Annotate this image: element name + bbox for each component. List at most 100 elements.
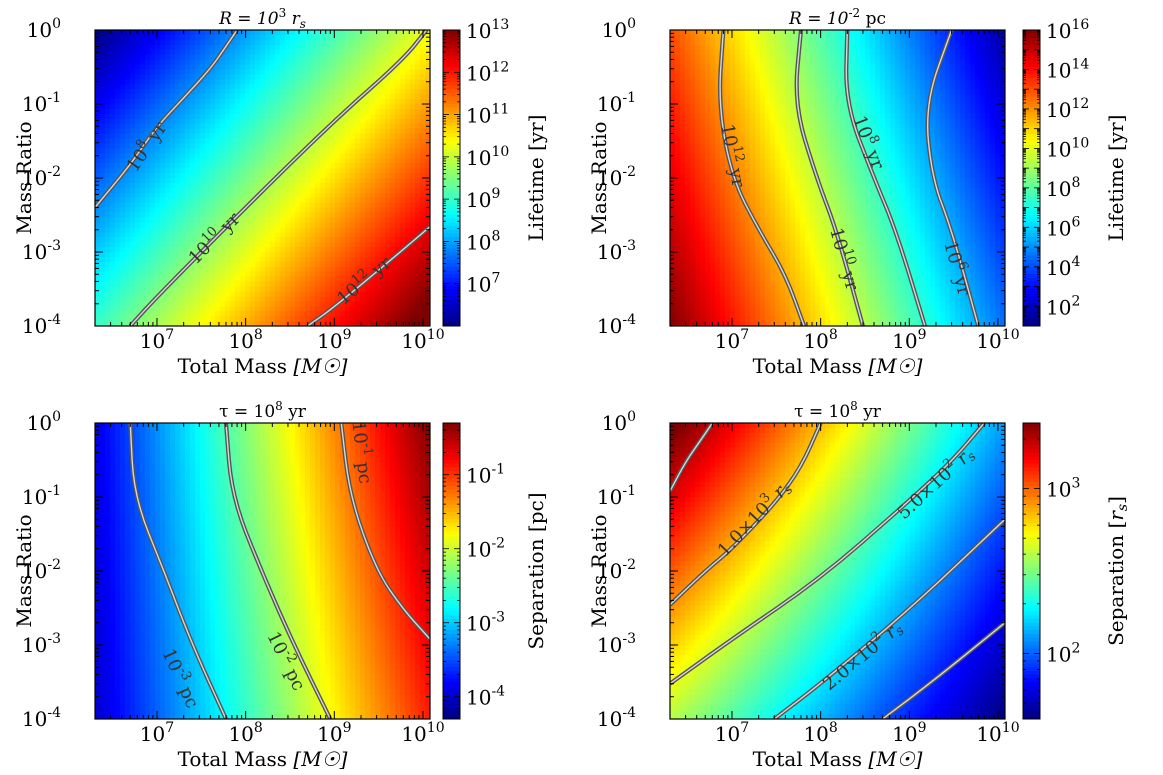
colorbar-tick-label: 102	[1046, 640, 1080, 666]
y-tick-label: 100	[602, 16, 636, 42]
chart-title: R = 103 rs	[218, 6, 306, 31]
contour-line-inner	[845, 30, 926, 326]
colorbar-tick-label: 10-4	[466, 684, 505, 710]
x-tick-label: 1010	[401, 720, 444, 746]
x-axis-label: Total Mass [M☉]	[178, 747, 348, 771]
colorbar-label: Lifetime [yr]	[1104, 115, 1128, 242]
heatmap-field	[670, 423, 1006, 720]
x-tick-label: 107	[715, 327, 749, 353]
x-tick-label: 108	[228, 720, 262, 746]
contour-lines	[718, 30, 981, 326]
axis-ticks	[669, 422, 1005, 720]
colorbar-tick-label: 106	[1046, 214, 1080, 240]
colorbar-tick-label: 103	[1046, 476, 1080, 502]
heatmap-field	[95, 30, 431, 327]
colorbar	[1022, 29, 1041, 327]
x-tick-label: 1010	[976, 720, 1019, 746]
contour-line-inner	[340, 423, 430, 640]
y-tick-label: 10-1	[22, 90, 61, 116]
contour-line-inner	[795, 30, 864, 326]
y-axis-label: Mass Ratio	[587, 121, 611, 234]
contour-line-inner	[670, 423, 985, 685]
colorbar-label: Separation [rs]	[1104, 496, 1131, 646]
contour-lines	[95, 30, 430, 326]
x-tick-label: 109	[317, 327, 351, 353]
colorbar-tick-label: 104	[1046, 254, 1080, 280]
colorbar	[1022, 422, 1041, 720]
colorbar-tick-label: 1012	[1046, 96, 1089, 122]
contour-label: 10-1 pc	[347, 419, 379, 484]
x-axis-label: Total Mass [M☉]	[753, 747, 923, 771]
colorbar-tick-label: 10-1	[466, 462, 505, 488]
axis-ticks	[94, 422, 430, 720]
y-tick-label: 10-3	[22, 238, 61, 264]
x-tick-label: 1010	[976, 327, 1019, 353]
y-tick-label: 10-4	[22, 705, 61, 731]
y-tick-label: 100	[27, 409, 61, 435]
x-tick-label: 108	[803, 720, 837, 746]
contour-label: 10-2 pc	[262, 627, 312, 694]
colorbar-label: Lifetime [yr]	[524, 115, 548, 242]
colorbar-tick-label: 1013	[466, 17, 509, 43]
colorbar-tick-label: 109	[466, 186, 500, 212]
y-axis-label: Mass Ratio	[587, 514, 611, 627]
y-tick-label: 100	[27, 16, 61, 42]
chart-title: R = 10-2 pc	[788, 6, 886, 29]
x-tick-label: 107	[715, 720, 749, 746]
contour-line-inner	[225, 423, 331, 719]
colorbar-tick-label: 1010	[466, 144, 509, 170]
contour-label: 1012 yr	[716, 122, 752, 190]
axis-ticks	[669, 29, 1005, 327]
colorbar-tick-label: 108	[1046, 175, 1080, 201]
y-tick-label: 10-3	[597, 238, 636, 264]
y-tick-label: 10-2	[597, 557, 636, 583]
x-tick-label: 108	[803, 327, 837, 353]
colorbar-tick-label: 1016	[1046, 17, 1089, 43]
contour-line-inner	[773, 518, 1005, 719]
colorbar-tick-label: 10-3	[466, 610, 505, 636]
colorbar-tick-label: 1014	[1046, 56, 1089, 82]
contour-lines	[128, 423, 430, 719]
y-tick-label: 100	[602, 409, 636, 435]
contour-line-inner	[670, 423, 713, 492]
x-tick-label: 109	[317, 720, 351, 746]
contour-line-inner	[129, 423, 227, 719]
y-tick-label: 10-1	[597, 90, 636, 116]
colorbar-tick-label: 10-2	[466, 536, 505, 562]
y-tick-label: 10-2	[22, 557, 61, 583]
colorbar-tick-label: 108	[466, 228, 500, 254]
x-tick-label: 107	[140, 327, 174, 353]
contour-lines	[670, 423, 1005, 719]
y-tick-label: 10-2	[22, 164, 61, 190]
contour-line-inner	[670, 423, 822, 606]
contour-line-inner	[926, 30, 979, 326]
colorbar-tick-label: 107	[466, 271, 500, 297]
x-tick-label: 109	[892, 720, 926, 746]
x-tick-label: 1010	[401, 327, 444, 353]
colorbar-label: Separation [pc]	[524, 492, 548, 649]
contour-line-inner	[719, 30, 805, 326]
y-tick-label: 10-4	[597, 705, 636, 731]
chart-title: τ = 108 yr	[794, 399, 882, 422]
contour-line-inner	[882, 622, 1005, 719]
y-tick-label: 10-1	[597, 483, 636, 509]
x-axis-label: Total Mass [M☉]	[178, 354, 348, 378]
y-tick-label: 10-4	[597, 312, 636, 338]
y-axis-label: Mass Ratio	[12, 121, 36, 234]
x-tick-label: 109	[892, 327, 926, 353]
y-tick-label: 10-4	[22, 312, 61, 338]
colorbar	[442, 29, 461, 327]
colorbar-tick-label: 102	[1046, 293, 1080, 319]
colorbar-tick-label: 1012	[466, 59, 509, 85]
y-tick-label: 10-2	[597, 164, 636, 190]
chart-title: τ = 108 yr	[219, 399, 307, 422]
colorbar-tick-label: 1011	[466, 102, 509, 128]
y-axis-label: Mass Ratio	[12, 514, 36, 627]
x-tick-label: 108	[228, 327, 262, 353]
x-axis-label: Total Mass [M☉]	[753, 354, 923, 378]
y-tick-label: 10-3	[22, 631, 61, 657]
